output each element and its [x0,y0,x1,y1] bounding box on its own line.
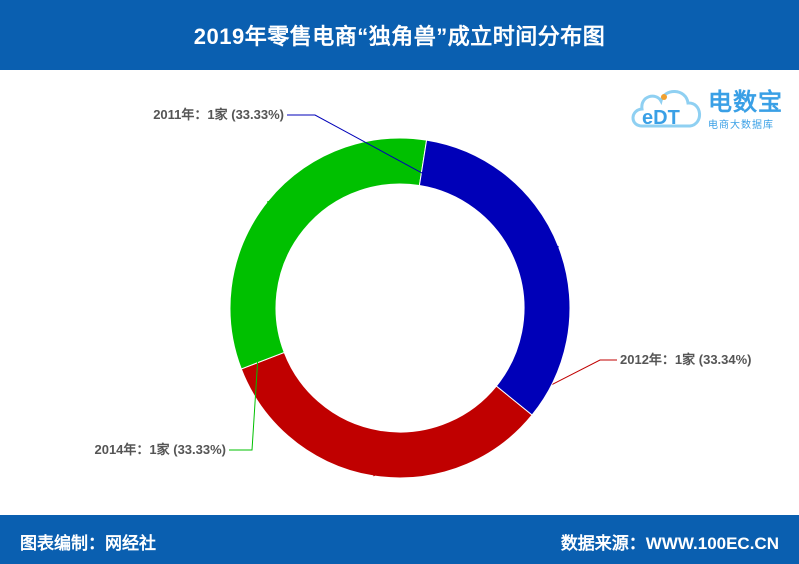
leader-line-2011年 [287,114,559,248]
cloud-icon: eDT [631,90,701,129]
chart-title: 2019年零售电商“独角兽”成立时间分布图 [193,24,606,49]
logo-subtitle: 电商大数据库 [708,120,774,131]
logo-mark: eDT [642,107,680,129]
data-label-2012年: 2012年：1家 (33.34%) [620,352,752,367]
footer-source: 数据来源：WWW.100EC.CN [560,534,779,553]
donut-slice-2014年 [229,137,428,370]
footer-credit: 图表编制：网经社 [20,534,156,553]
donut-slice-2011年 [418,139,571,416]
logo-name: 电数宝 [708,89,783,116]
data-label-2014年: 2014年：1家 (33.33%) [94,442,226,457]
brand-logo: eDT 电数宝 电商大数据库 [628,76,793,136]
chart-title-bar: 2019年零售电商“独角兽”成立时间分布图 [0,0,799,70]
donut-slice-2012年 [240,351,533,479]
data-label-2011年: 2011年：1家 (33.33%) [153,107,284,122]
leader-line-2014年 [229,200,269,451]
leader-line-2012年 [373,359,617,477]
donut-chart: 2012年：1家 (33.34%) 2014年：1家 (33.33%) 2011年：… [94,107,752,479]
footer-bar: 图表编制：网经社 数据来源：WWW.100EC.CN [0,515,799,564]
